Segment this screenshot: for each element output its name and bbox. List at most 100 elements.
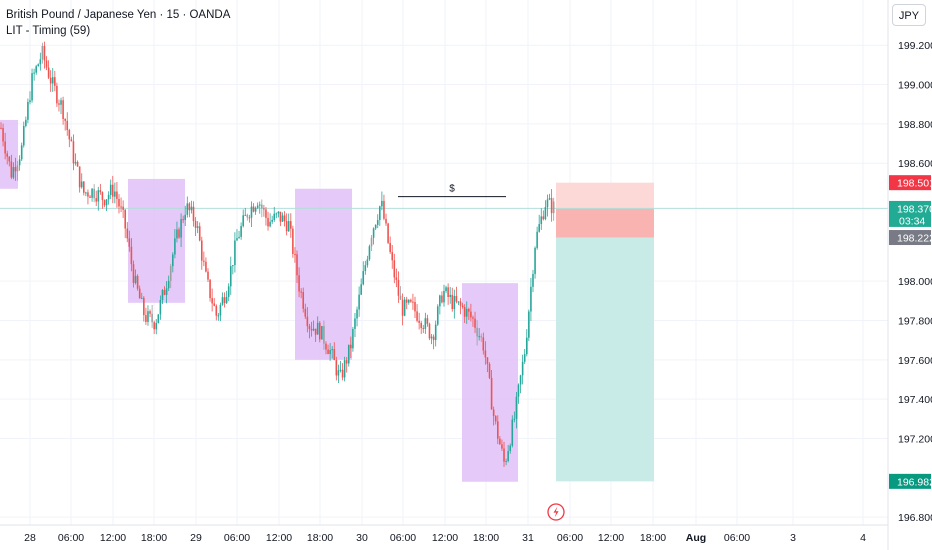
- candle-body: [418, 320, 420, 323]
- candle-body: [403, 299, 406, 316]
- candle-body: [147, 311, 149, 322]
- time-tick-label: 06:00: [224, 532, 250, 544]
- candle-body: [43, 45, 46, 61]
- candle-body: [302, 292, 305, 309]
- candle-body: [174, 238, 176, 255]
- candle-body: [219, 304, 222, 316]
- candle-body: [451, 294, 454, 310]
- price-axis[interactable]: 199.200 199.000 198.800 198.600 198.000 197.8…: [887, 0, 932, 550]
- candle-body: [515, 396, 518, 419]
- lightning-icon: [553, 506, 559, 518]
- entry-price-tag: 198.222: [897, 233, 932, 245]
- candle-body: [213, 303, 216, 306]
- candle-body: [532, 273, 534, 287]
- candle-body: [254, 207, 257, 212]
- time-tick-label: 18:00: [307, 532, 333, 544]
- candle-body: [12, 167, 15, 178]
- candle-body: [480, 336, 483, 338]
- highlight-zone: [128, 178, 185, 303]
- time-axis[interactable]: 28 06:00 12:00 18:00 29 06:00 12:00 18:00 30 06:0…: [0, 524, 888, 544]
- currency-button[interactable]: JPY: [892, 4, 926, 26]
- candle-body: [360, 284, 362, 295]
- candle-body: [364, 265, 367, 272]
- candle-body: [194, 220, 197, 228]
- candle-body: [116, 191, 118, 199]
- candle-body: [497, 421, 499, 439]
- candle-body: [250, 206, 253, 218]
- candle-body: [517, 384, 520, 397]
- candle-body: [33, 72, 35, 74]
- candle-body: [51, 77, 54, 84]
- candle-body: [263, 208, 265, 210]
- candle-body: [366, 259, 369, 266]
- current-price-tag: 198.370: [897, 203, 932, 215]
- candle-body: [0, 127, 2, 129]
- candle-body: [190, 206, 193, 211]
- position-tool[interactable]: [556, 182, 654, 482]
- candle-body: [521, 361, 524, 376]
- candle-body: [246, 214, 249, 218]
- current-price-tag-bg: [889, 200, 931, 227]
- candle-body: [472, 317, 474, 319]
- candle-body: [143, 297, 145, 316]
- candle-body: [428, 323, 431, 339]
- candle-body: [285, 221, 288, 232]
- candle-body: [327, 349, 329, 354]
- candle-body: [503, 448, 505, 462]
- candle-body: [298, 275, 300, 292]
- candle-body: [484, 350, 487, 358]
- candle-body: [269, 221, 271, 227]
- price-tick-label: 196.800: [898, 512, 932, 524]
- candle-body: [414, 301, 416, 312]
- candle-body: [203, 260, 205, 262]
- time-tick-label: 12:00: [432, 532, 458, 544]
- price-tick-label: 199.000: [898, 80, 932, 92]
- candle-body: [478, 336, 480, 338]
- candle-body: [118, 198, 120, 207]
- candle-body: [424, 318, 427, 329]
- candle-body: [37, 64, 40, 67]
- time-tick-label: 06:00: [390, 532, 416, 544]
- candle-body: [258, 204, 261, 206]
- candle-body: [74, 161, 77, 164]
- candle-body: [422, 327, 425, 329]
- time-tick-label: 28: [24, 532, 36, 544]
- candle-body: [294, 253, 296, 255]
- candle-body: [252, 206, 255, 212]
- candle-body: [151, 313, 153, 323]
- candle-body: [318, 322, 321, 340]
- candle-body: [209, 279, 211, 299]
- event-flash-icon[interactable]: [547, 503, 565, 521]
- candle-body: [401, 299, 404, 316]
- candle-body: [41, 45, 44, 60]
- candle-body: [292, 228, 294, 254]
- candle-body: [39, 59, 42, 65]
- candle-body: [229, 266, 232, 287]
- candle-body: [66, 120, 69, 131]
- candle-body: [80, 181, 83, 188]
- liquidity-label: $: [449, 184, 455, 195]
- candle-body: [186, 203, 189, 215]
- symbol-title[interactable]: British Pound / Japanese Yen · 15 · OAND…: [6, 9, 231, 21]
- candle-body: [89, 196, 91, 198]
- indicator-label[interactable]: LIT - Timing (59): [6, 25, 91, 37]
- price-tick-label: 198.600: [898, 158, 932, 170]
- candle-body: [474, 318, 476, 328]
- candle-body: [91, 188, 93, 198]
- candle-body: [308, 326, 311, 330]
- candle-body: [136, 275, 139, 289]
- candle-body: [457, 301, 460, 303]
- candle-body: [416, 311, 418, 321]
- candle-body: [87, 192, 89, 197]
- candle-body: [387, 223, 389, 243]
- candle-body: [368, 246, 371, 260]
- candle-body: [492, 409, 495, 417]
- candle-body: [347, 344, 350, 364]
- candle-body: [31, 73, 33, 101]
- candle-body: [180, 219, 182, 238]
- candle-body: [436, 306, 439, 325]
- candle-body: [290, 221, 292, 229]
- candle-body: [443, 291, 445, 303]
- stop-loss-zone: [556, 208, 654, 238]
